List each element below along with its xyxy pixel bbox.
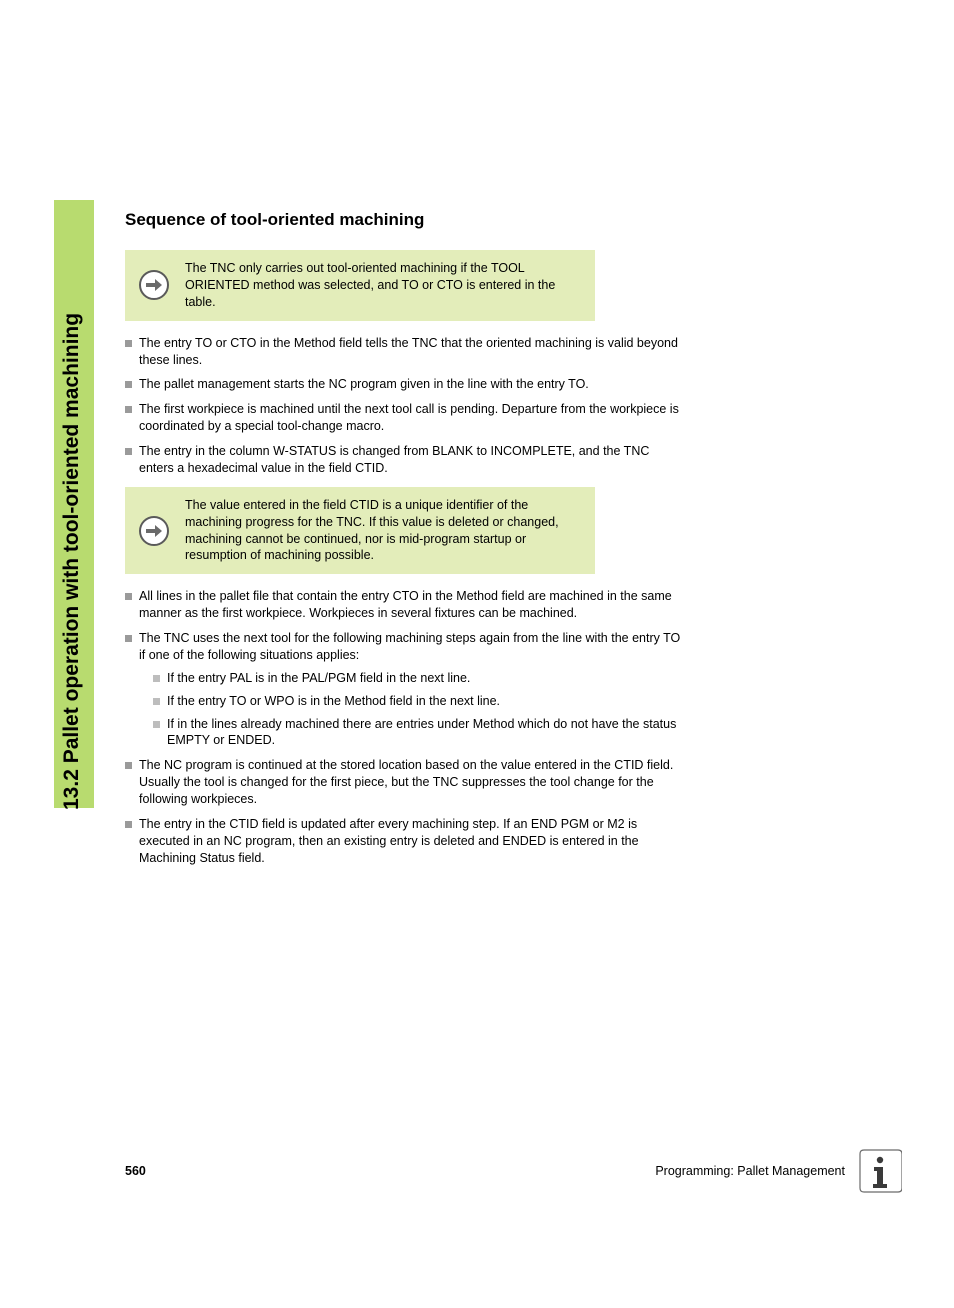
- list-item: The entry in the column W-STATUS is chan…: [125, 443, 685, 477]
- main-content: Sequence of tool-oriented machining The …: [125, 210, 685, 875]
- list-item: The entry in the CTID field is updated a…: [125, 816, 685, 867]
- note-box-2: The value entered in the field CTID is a…: [125, 487, 595, 575]
- footer-chapter-title: Programming: Pallet Management: [655, 1164, 845, 1178]
- list-item: The TNC uses the next tool for the follo…: [125, 630, 685, 749]
- page-footer: 560 Programming: Pallet Management: [125, 1164, 845, 1178]
- sub-bullet-list: If the entry PAL is in the PAL/PGM field…: [139, 670, 685, 750]
- info-icon: [854, 1148, 902, 1196]
- list-item: The pallet management starts the NC prog…: [125, 376, 685, 393]
- list-item: All lines in the pallet file that contai…: [125, 588, 685, 622]
- list-item: If in the lines already machined there a…: [153, 716, 685, 750]
- section-vertical-title: 13.2 Pallet operation with tool-oriented…: [60, 313, 84, 810]
- page-number: 560: [125, 1164, 146, 1178]
- list-item: The first workpiece is machined until th…: [125, 401, 685, 435]
- list-item: The NC program is continued at the store…: [125, 757, 685, 808]
- note-text-1: The TNC only carries out tool-oriented m…: [185, 260, 581, 311]
- arrow-right-icon: [139, 516, 169, 546]
- list-item: If the entry PAL is in the PAL/PGM field…: [153, 670, 685, 687]
- list-item-text: The TNC uses the next tool for the follo…: [139, 631, 680, 662]
- note-text-2: The value entered in the field CTID is a…: [185, 497, 581, 565]
- note-box-1: The TNC only carries out tool-oriented m…: [125, 250, 595, 321]
- arrow-right-icon: [139, 270, 169, 300]
- list-item: The entry TO or CTO in the Method field …: [125, 335, 685, 369]
- list-item: If the entry TO or WPO is in the Method …: [153, 693, 685, 710]
- bullet-list-a: The entry TO or CTO in the Method field …: [125, 335, 685, 477]
- bullet-list-b: All lines in the pallet file that contai…: [125, 588, 685, 866]
- section-heading: Sequence of tool-oriented machining: [125, 210, 685, 230]
